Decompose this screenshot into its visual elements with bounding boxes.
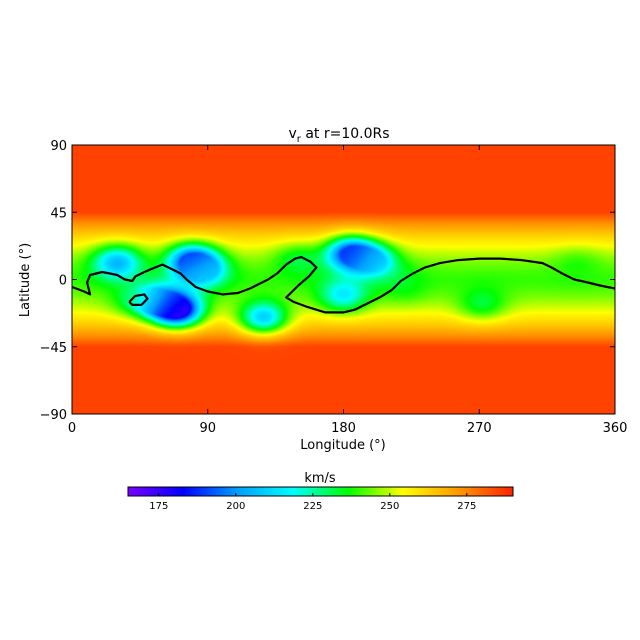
chart-title: vr at r=10.0Rs [288, 126, 389, 145]
colorbar-tick-label: 250 [380, 501, 399, 512]
y-tick-label: −45 [40, 341, 67, 356]
title-main: v [288, 126, 296, 142]
x-tick-label: 270 [467, 421, 492, 436]
y-axis-label: Latitude (°) [18, 243, 33, 317]
heatmap-raster [72, 145, 615, 414]
y-tick-label: −90 [40, 408, 67, 423]
x-axis-label: Longitude (°) [300, 438, 385, 453]
y-axis: 90 45 0 −45 −90 [40, 139, 615, 423]
neutral-line [128, 293, 149, 306]
colorbar [127, 486, 514, 497]
y-tick-label: 0 [59, 274, 67, 289]
y-tick-label: 45 [50, 206, 67, 221]
neutral-line [72, 256, 615, 314]
colorbar-label: km/s [304, 471, 336, 486]
x-tick-label: 0 [68, 421, 76, 436]
colorbar-tick-label: 225 [303, 501, 322, 512]
x-tick-label: 360 [603, 421, 628, 436]
x-tick-label: 180 [331, 421, 356, 436]
y-tick-label: 90 [50, 139, 67, 154]
colorbar-tick-label: 275 [457, 501, 476, 512]
title-subscript: r [297, 134, 302, 145]
neutral-line-group [72, 256, 615, 314]
colorbar-tick-label: 175 [149, 501, 168, 512]
title-rest: at r=10.0Rs [301, 126, 390, 142]
colorbar-ticks: 175 200 225 250 275 [149, 493, 476, 512]
x-tick-label: 90 [199, 421, 216, 436]
x-axis: 0 90 180 270 360 [68, 145, 628, 436]
colorbar-tick-label: 200 [226, 501, 245, 512]
heatmap [72, 145, 615, 414]
